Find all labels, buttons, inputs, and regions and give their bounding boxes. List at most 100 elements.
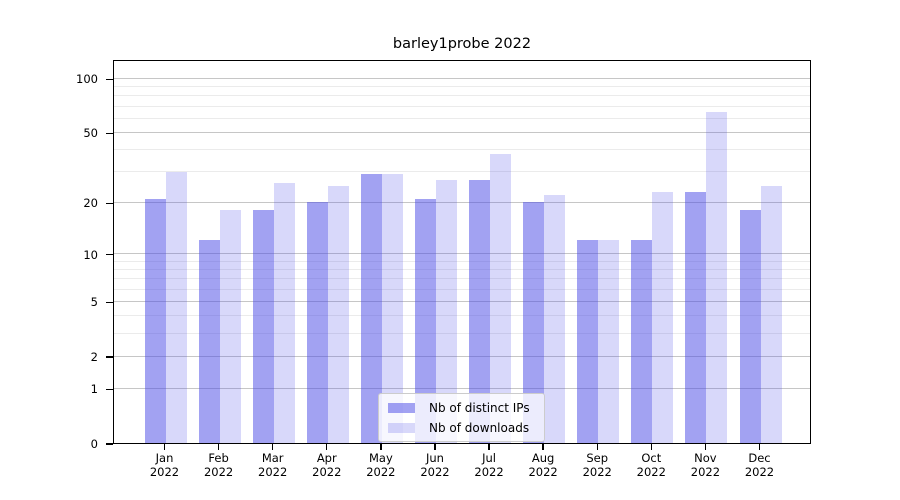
minor-gridline xyxy=(114,315,810,317)
y-tick-mark xyxy=(106,443,113,445)
x-tick-year: 2022 xyxy=(203,464,234,479)
legend: Nb of distinct IPs Nb of downloads xyxy=(378,393,545,442)
x-tick-year: 2022 xyxy=(636,464,666,479)
x-tick-label: Jun 2022 xyxy=(407,451,463,479)
x-tick-year: 2022 xyxy=(420,464,450,479)
x-tick-month: Mar xyxy=(261,451,284,465)
x-tick-mark xyxy=(542,444,544,450)
x-tick-label: Sep 2022 xyxy=(569,451,625,479)
bar-downloads-apr xyxy=(327,185,349,443)
y-tick-label: 10 xyxy=(83,247,98,262)
x-tick-mark xyxy=(217,444,220,450)
x-tick-label: Apr 2022 xyxy=(299,451,355,479)
x-tick-year: 2022 xyxy=(366,464,396,479)
x-tick-mark xyxy=(650,444,652,450)
minor-gridline xyxy=(114,260,810,262)
legend-label-downloads: Nb of downloads xyxy=(429,420,530,435)
grid-layer xyxy=(114,61,810,443)
bar-downloads-dec xyxy=(760,185,782,443)
x-tick-mark xyxy=(326,444,328,450)
major-gridline xyxy=(114,387,810,389)
x-tick-year: 2022 xyxy=(690,464,721,479)
y-tick-label: 50 xyxy=(83,126,98,141)
y-tick-label: 1 xyxy=(90,382,98,397)
bar-distinct-ips-aug xyxy=(523,202,545,443)
x-tick-label: Dec 2022 xyxy=(732,451,788,479)
x-tick-mark xyxy=(163,444,166,450)
x-tick-month: Jul xyxy=(482,451,496,465)
major-gridline xyxy=(114,131,810,133)
x-tick-year: 2022 xyxy=(258,464,288,479)
major-gridline xyxy=(114,77,810,79)
x-tick-month: Apr xyxy=(316,451,337,465)
x-tick-mark xyxy=(380,444,382,450)
x-tick-month: Aug xyxy=(531,451,555,465)
bar-downloads-sep xyxy=(598,240,620,443)
x-tick-month: Nov xyxy=(694,451,717,465)
y-tick-mark xyxy=(106,356,113,358)
bar-downloads-jan xyxy=(165,171,187,443)
bar-distinct-ips-feb xyxy=(198,240,220,443)
x-tick-year: 2022 xyxy=(528,464,558,479)
bar-distinct-ips-jan xyxy=(144,198,166,443)
bar-layer xyxy=(114,61,810,443)
plot-area: Nb of distinct IPs Nb of downloads xyxy=(113,60,811,444)
x-tick-year: 2022 xyxy=(744,464,775,479)
minor-gridline xyxy=(114,278,810,280)
x-tick-month: May xyxy=(368,451,393,465)
x-tick-month: Dec xyxy=(748,451,771,465)
minor-gridline xyxy=(114,268,810,270)
x-tick-mark xyxy=(758,444,761,450)
x-tick-mark xyxy=(488,444,490,450)
x-tick-label: May 2022 xyxy=(353,451,409,479)
x-tick-year: 2022 xyxy=(149,464,180,479)
x-tick-year: 2022 xyxy=(582,464,612,479)
x-tick-year: 2022 xyxy=(312,464,342,479)
bar-distinct-ips-nov xyxy=(685,191,707,443)
bar-distinct-ips-mar xyxy=(252,210,274,443)
x-tick-month: Jan xyxy=(155,451,174,465)
x-tick-month: Feb xyxy=(208,451,229,465)
x-tick-label: Nov 2022 xyxy=(677,451,733,479)
bar-distinct-ips-dec xyxy=(739,210,761,443)
x-tick-month: Sep xyxy=(586,451,609,465)
minor-gridline xyxy=(114,95,810,97)
x-tick-month: Jun xyxy=(425,451,444,465)
legend-swatch-downloads-icon xyxy=(388,422,415,433)
minor-gridline xyxy=(114,171,810,173)
y-tick-mark xyxy=(106,202,113,205)
minor-gridline xyxy=(114,86,810,88)
bar-downloads-aug xyxy=(544,195,566,443)
x-tick-label: Oct 2022 xyxy=(623,451,679,479)
y-tick-label: 2 xyxy=(90,350,98,365)
minor-gridline xyxy=(114,105,810,107)
x-tick-label: Mar 2022 xyxy=(245,451,301,479)
x-tick-year: 2022 xyxy=(474,464,504,479)
major-gridline xyxy=(114,253,810,255)
y-tick-label: 100 xyxy=(76,72,98,87)
x-tick-label: Jan 2022 xyxy=(137,451,193,479)
bar-downloads-jun xyxy=(435,179,457,443)
y-tick-mark xyxy=(106,301,113,304)
bar-downloads-feb xyxy=(219,210,241,443)
bar-distinct-ips-jul xyxy=(469,179,491,443)
legend-swatch-distinct-ips-icon xyxy=(388,402,415,413)
y-tick-mark xyxy=(106,132,113,135)
y-tick-mark xyxy=(106,253,113,256)
minor-gridline xyxy=(114,288,810,290)
x-tick-mark xyxy=(271,444,274,450)
x-tick-label: Jul 2022 xyxy=(461,451,517,479)
y-tick-mark xyxy=(106,78,113,81)
y-tick-label: 20 xyxy=(83,196,98,211)
major-gridline xyxy=(114,355,810,357)
x-tick-mark xyxy=(596,444,598,450)
legend-label-distinct-ips: Nb of distinct IPs xyxy=(429,400,530,415)
legend-item-distinct-ips: Nb of distinct IPs xyxy=(388,399,535,416)
minor-gridline xyxy=(114,149,810,151)
bar-distinct-ips-oct xyxy=(631,240,653,443)
x-tick-label: Aug 2022 xyxy=(515,451,571,479)
bar-distinct-ips-apr xyxy=(306,202,328,443)
bar-distinct-ips-sep xyxy=(577,240,599,443)
major-gridline xyxy=(114,300,810,302)
